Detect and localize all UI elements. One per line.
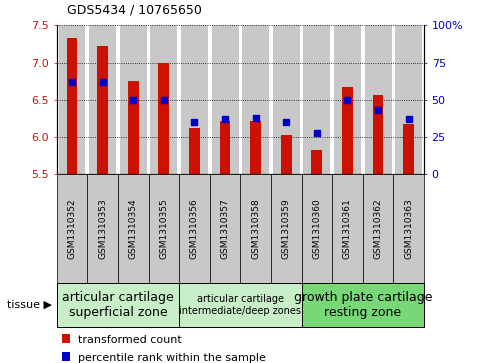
Text: articular cartilage
superficial zone: articular cartilage superficial zone (62, 291, 174, 319)
Bar (59, 25, 85, 174)
Bar (120, 25, 147, 174)
Text: GSM1310359: GSM1310359 (282, 198, 291, 259)
Bar (158, 62, 169, 174)
Text: GSM1310357: GSM1310357 (220, 198, 230, 259)
Text: articular cartilage
intermediate/deep zones: articular cartilage intermediate/deep zo… (179, 294, 301, 316)
Bar (334, 25, 361, 174)
Bar (181, 25, 208, 174)
Bar (89, 25, 116, 174)
Text: tissue ▶: tissue ▶ (7, 300, 52, 310)
Bar (242, 25, 269, 174)
Text: GSM1310356: GSM1310356 (190, 198, 199, 259)
Bar (150, 25, 177, 174)
Bar (250, 121, 261, 174)
Text: GSM1310354: GSM1310354 (129, 198, 138, 259)
Text: GSM1310363: GSM1310363 (404, 198, 413, 259)
Text: transformed count: transformed count (78, 335, 181, 345)
Bar (312, 150, 322, 174)
Bar (281, 135, 291, 174)
Bar (189, 128, 200, 174)
Text: GSM1310362: GSM1310362 (374, 198, 383, 259)
Bar (67, 38, 77, 174)
Text: GDS5434 / 10765650: GDS5434 / 10765650 (67, 3, 202, 16)
Text: percentile rank within the sample: percentile rank within the sample (78, 353, 266, 363)
Text: GSM1310360: GSM1310360 (313, 198, 321, 259)
Bar (220, 121, 230, 174)
Bar (403, 124, 414, 174)
Bar (128, 81, 139, 174)
Text: GSM1310353: GSM1310353 (98, 198, 107, 259)
Bar (373, 95, 384, 174)
Bar (303, 25, 330, 174)
Text: growth plate cartilage
resting zone: growth plate cartilage resting zone (293, 291, 432, 319)
Bar (97, 46, 108, 174)
Text: GSM1310352: GSM1310352 (68, 198, 76, 259)
Bar (395, 25, 422, 174)
Bar (342, 87, 353, 174)
Bar (365, 25, 391, 174)
Text: GSM1310361: GSM1310361 (343, 198, 352, 259)
Text: GSM1310355: GSM1310355 (159, 198, 168, 259)
Text: GSM1310358: GSM1310358 (251, 198, 260, 259)
Bar (211, 25, 239, 174)
Bar (273, 25, 300, 174)
